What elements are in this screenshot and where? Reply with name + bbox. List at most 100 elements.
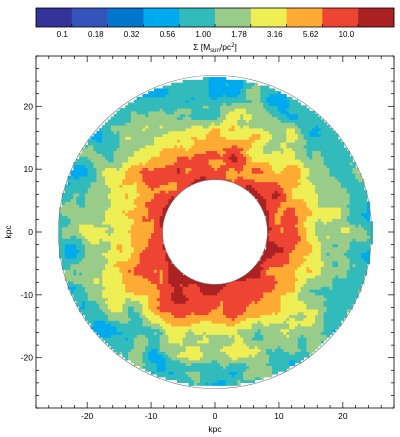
density-cell xyxy=(340,266,345,270)
density-cell xyxy=(248,303,253,307)
density-cell xyxy=(323,286,327,290)
density-cell xyxy=(70,232,74,236)
density-cell xyxy=(128,297,132,301)
density-cell xyxy=(96,328,100,333)
density-cell xyxy=(292,252,296,256)
density-cell xyxy=(99,241,103,245)
density-cell xyxy=(159,306,163,310)
density-cell xyxy=(286,334,290,338)
density-cell xyxy=(329,289,333,293)
density-cell xyxy=(251,331,256,335)
density-cell xyxy=(280,266,284,270)
density-cell xyxy=(191,340,195,344)
density-cell xyxy=(179,303,184,307)
density-cell xyxy=(151,229,155,234)
density-cell xyxy=(280,362,284,367)
density-map-disk xyxy=(58,75,373,389)
density-cell xyxy=(153,218,158,222)
density-cell xyxy=(142,275,146,279)
density-cell xyxy=(171,371,175,375)
density-cell xyxy=(133,311,138,316)
density-cell xyxy=(99,306,103,310)
density-cell xyxy=(335,292,339,296)
density-cell xyxy=(171,283,175,287)
density-cell xyxy=(156,229,161,234)
density-cell xyxy=(222,317,227,321)
density-cell xyxy=(260,371,264,375)
density-cell xyxy=(349,300,353,304)
density-cell xyxy=(274,306,279,310)
density-cell xyxy=(257,289,261,293)
density-cell xyxy=(73,255,77,259)
density-cell xyxy=(211,362,215,367)
density-cell xyxy=(277,300,281,304)
density-cell xyxy=(309,297,313,301)
density-cell xyxy=(76,226,80,231)
density-cell xyxy=(251,365,256,369)
density-cell xyxy=(174,277,178,282)
density-cell xyxy=(277,246,281,251)
density-cell xyxy=(228,345,233,350)
density-cell xyxy=(300,292,304,296)
density-cell xyxy=(306,269,310,273)
density-cell xyxy=(133,272,138,276)
density-cell xyxy=(199,348,204,352)
density-cell xyxy=(271,294,276,299)
density-cell xyxy=(234,286,238,290)
density-cell xyxy=(329,229,333,234)
density-cell xyxy=(139,243,143,248)
density-cell xyxy=(323,283,327,287)
density-cell xyxy=(300,272,304,276)
density-cell xyxy=(355,224,359,228)
density-cell xyxy=(119,323,123,327)
density-cell xyxy=(243,342,247,347)
density-cell xyxy=(211,351,215,355)
density-cell xyxy=(323,260,327,265)
density-cell xyxy=(139,300,143,304)
density-cell xyxy=(240,309,244,313)
density-cell xyxy=(225,340,230,344)
density-cell xyxy=(128,226,132,231)
density-cell xyxy=(194,382,198,386)
density-cell xyxy=(171,294,175,299)
density-cell xyxy=(323,255,327,259)
density-cell xyxy=(82,300,86,304)
density-cell xyxy=(84,252,89,256)
density-cell xyxy=(257,309,261,313)
density-cell xyxy=(217,314,221,318)
density-cell xyxy=(257,269,261,273)
density-cell xyxy=(171,359,175,364)
density-cell xyxy=(243,309,247,313)
density-cell xyxy=(217,297,221,301)
density-cell xyxy=(343,280,348,284)
density-cell xyxy=(99,210,103,214)
density-cell xyxy=(185,325,189,330)
density-cell xyxy=(87,311,92,316)
density-cell xyxy=(133,263,138,268)
density-cell xyxy=(286,314,290,318)
density-cell xyxy=(105,320,109,324)
density-cell xyxy=(125,342,129,347)
density-cell xyxy=(211,297,215,301)
density-cell xyxy=(309,224,313,228)
density-cell xyxy=(292,260,296,265)
density-cell xyxy=(346,210,350,214)
density-cell xyxy=(168,325,172,330)
density-cell xyxy=(292,243,296,248)
density-cell xyxy=(168,311,172,316)
density-cell xyxy=(346,297,350,301)
density-cell xyxy=(217,320,221,324)
density-cell xyxy=(165,207,169,211)
density-cell xyxy=(358,204,362,208)
density-cell xyxy=(283,317,287,321)
density-cell xyxy=(99,215,103,219)
density-cell xyxy=(176,325,181,330)
density-cell xyxy=(266,306,270,310)
density-cell xyxy=(96,306,100,310)
density-cell xyxy=(113,218,117,222)
density-cell xyxy=(300,351,304,355)
density-cell xyxy=(323,334,327,338)
density-cell xyxy=(84,306,89,310)
density-cell xyxy=(289,249,293,253)
density-cell xyxy=(136,235,140,239)
